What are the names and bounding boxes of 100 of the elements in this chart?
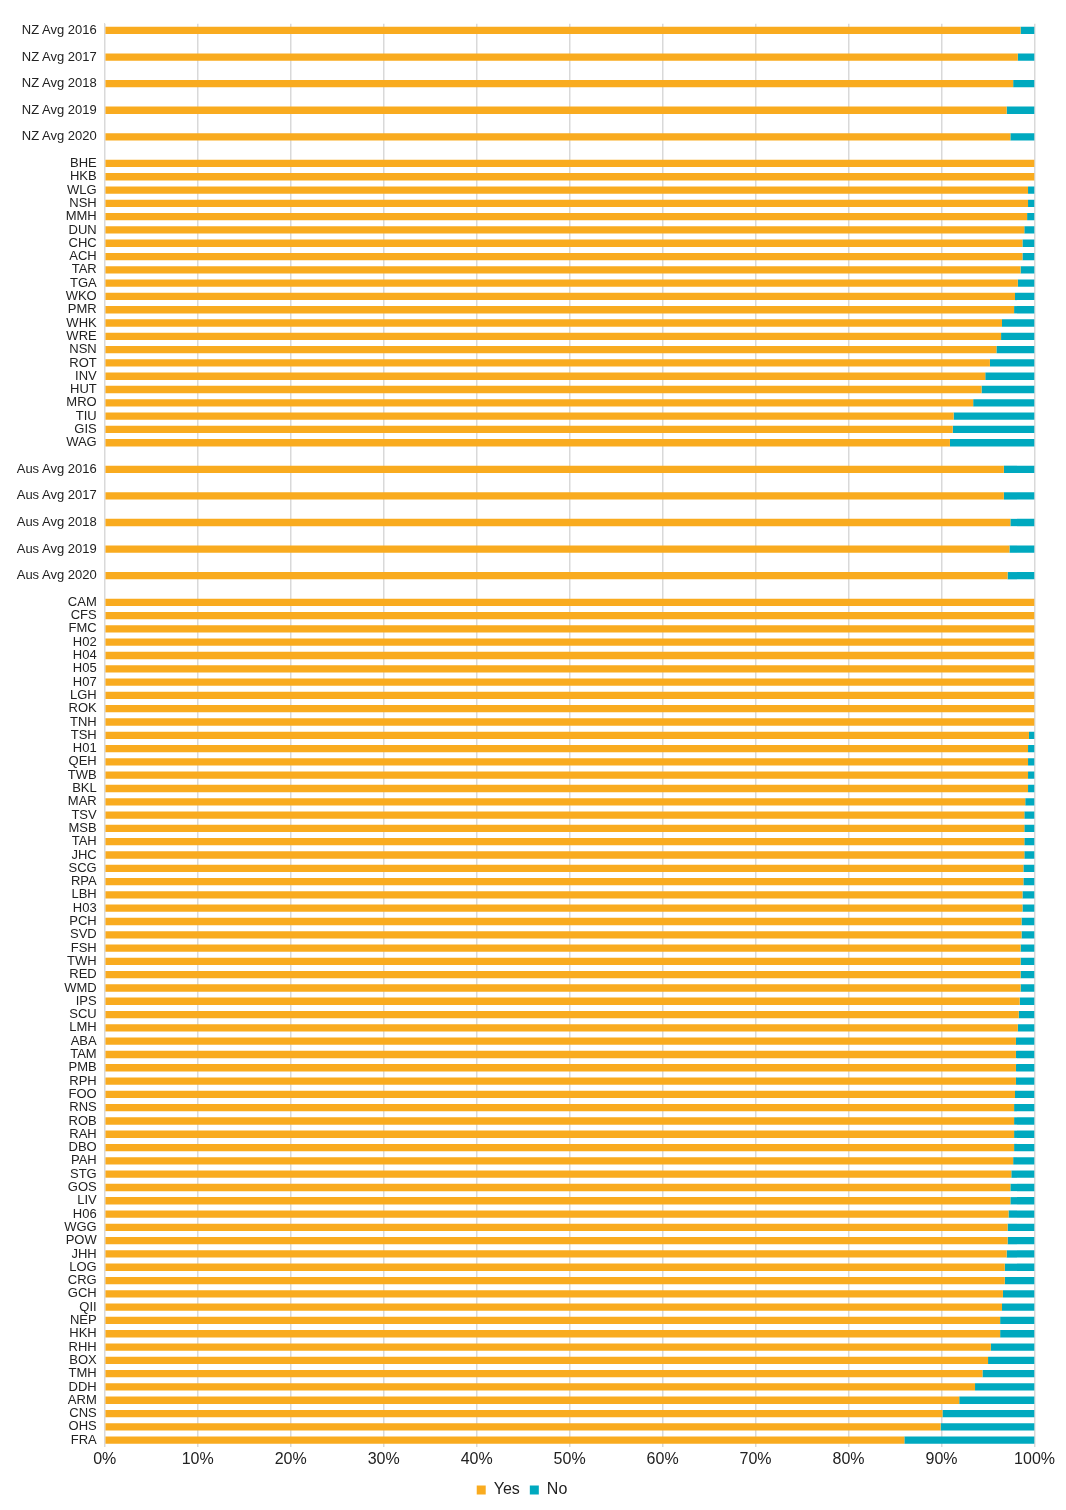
bar (105, 292, 1016, 301)
y-tick-label: GCH (67, 1285, 97, 1301)
bar (105, 1104, 1015, 1112)
bar (105, 79, 1014, 88)
bar (1001, 332, 1035, 340)
y-tick-label: ARM (67, 1391, 97, 1407)
y-tick-label: DDH (68, 1378, 97, 1394)
y-tick-label: HKH (69, 1325, 97, 1341)
bar (105, 319, 1002, 327)
y-tick-label: GOS (67, 1179, 98, 1195)
bar (1017, 53, 1035, 61)
y-tick-label: WHK (66, 314, 98, 330)
bar (105, 399, 974, 407)
bar (105, 744, 1029, 753)
bar (105, 385, 982, 394)
y-tick-label: WRE (66, 327, 98, 343)
bar (105, 1223, 1008, 1232)
bar (105, 1396, 960, 1404)
bar (105, 26, 1021, 35)
bar (105, 545, 1010, 553)
y-tick-label: TAM (70, 1046, 97, 1062)
y-tick-label: H01 (72, 740, 97, 756)
bar (105, 997, 1020, 1005)
bar (1022, 904, 1035, 912)
y-tick-label: FSH (70, 939, 97, 955)
bar (105, 598, 1035, 606)
bar (105, 1037, 1016, 1045)
y-tick-label: CNS (69, 1405, 98, 1421)
bar (953, 412, 1035, 420)
bar (1000, 1316, 1035, 1325)
bar (105, 439, 950, 447)
bar (105, 1090, 1016, 1099)
y-tick-label: TSV (71, 806, 98, 822)
bar (105, 1024, 1018, 1032)
x-tick-label: 90% (925, 1449, 958, 1467)
x-tick-label: 40% (460, 1449, 493, 1467)
bar (904, 1436, 1035, 1444)
bar (1020, 984, 1035, 992)
y-tick-label: TIU (75, 407, 97, 423)
bar (105, 239, 1023, 247)
bar (1014, 306, 1035, 314)
y-tick-label: WKO (65, 288, 97, 304)
bar (105, 1330, 1001, 1338)
bar (105, 784, 1029, 793)
y-tick-label: LGH (69, 686, 97, 702)
bar (105, 226, 1025, 234)
bar (105, 306, 1015, 314)
bar (105, 1183, 1011, 1192)
bar (105, 359, 990, 367)
bar (1017, 1024, 1035, 1032)
bar (105, 572, 1008, 580)
bar (1007, 1237, 1035, 1245)
y-tick-label: FOO (68, 1085, 97, 1101)
bar (105, 1143, 1015, 1152)
bar (105, 1276, 1005, 1285)
y-tick-label: NSN (69, 341, 97, 357)
bar (105, 931, 1022, 939)
bar (105, 944, 1021, 952)
bar (105, 332, 1002, 340)
bar (1010, 518, 1035, 527)
bar (105, 1370, 983, 1378)
bar (975, 1383, 1035, 1391)
bar (1017, 279, 1035, 287)
bar (105, 984, 1021, 992)
bar (1019, 997, 1035, 1005)
y-tick-label: Aus Avg 2017 (16, 487, 97, 503)
y-tick-label: TWH (67, 952, 97, 968)
x-tick-label: 30% (367, 1449, 400, 1467)
bar (1015, 292, 1035, 301)
y-tick-label: HUT (69, 381, 97, 397)
y-tick-label: H04 (72, 647, 97, 663)
y-tick-label: ROT (69, 354, 97, 370)
y-tick-label: OHS (68, 1418, 98, 1434)
bar (105, 492, 1004, 500)
bar (105, 665, 1035, 673)
bar (105, 678, 1035, 686)
bar (1015, 1077, 1035, 1085)
bar (1003, 465, 1035, 473)
y-tick-label: SVD (69, 926, 97, 942)
y-tick-label: PMB (68, 1059, 97, 1075)
bar (105, 625, 1035, 633)
bar (105, 1117, 1015, 1125)
bar (1024, 838, 1035, 846)
bar (105, 518, 1011, 527)
bar (105, 1290, 1003, 1298)
bar (1007, 572, 1035, 580)
bar (1006, 1250, 1035, 1258)
bar (105, 891, 1023, 899)
y-tick-label: BKL (72, 780, 97, 796)
y-tick-label: RED (69, 966, 97, 982)
bar (1015, 1050, 1035, 1059)
bar (105, 345, 997, 354)
y-tick-label: PAH (70, 1152, 97, 1168)
y-tick-label: RNS (69, 1099, 98, 1115)
bar (1024, 824, 1035, 833)
y-tick-label: MRO (66, 394, 97, 410)
bar (105, 904, 1023, 912)
y-tick-label: Aus Avg 2019 (16, 540, 97, 556)
y-tick-label: NZ Avg 2020 (21, 128, 97, 144)
bar (1022, 891, 1035, 899)
